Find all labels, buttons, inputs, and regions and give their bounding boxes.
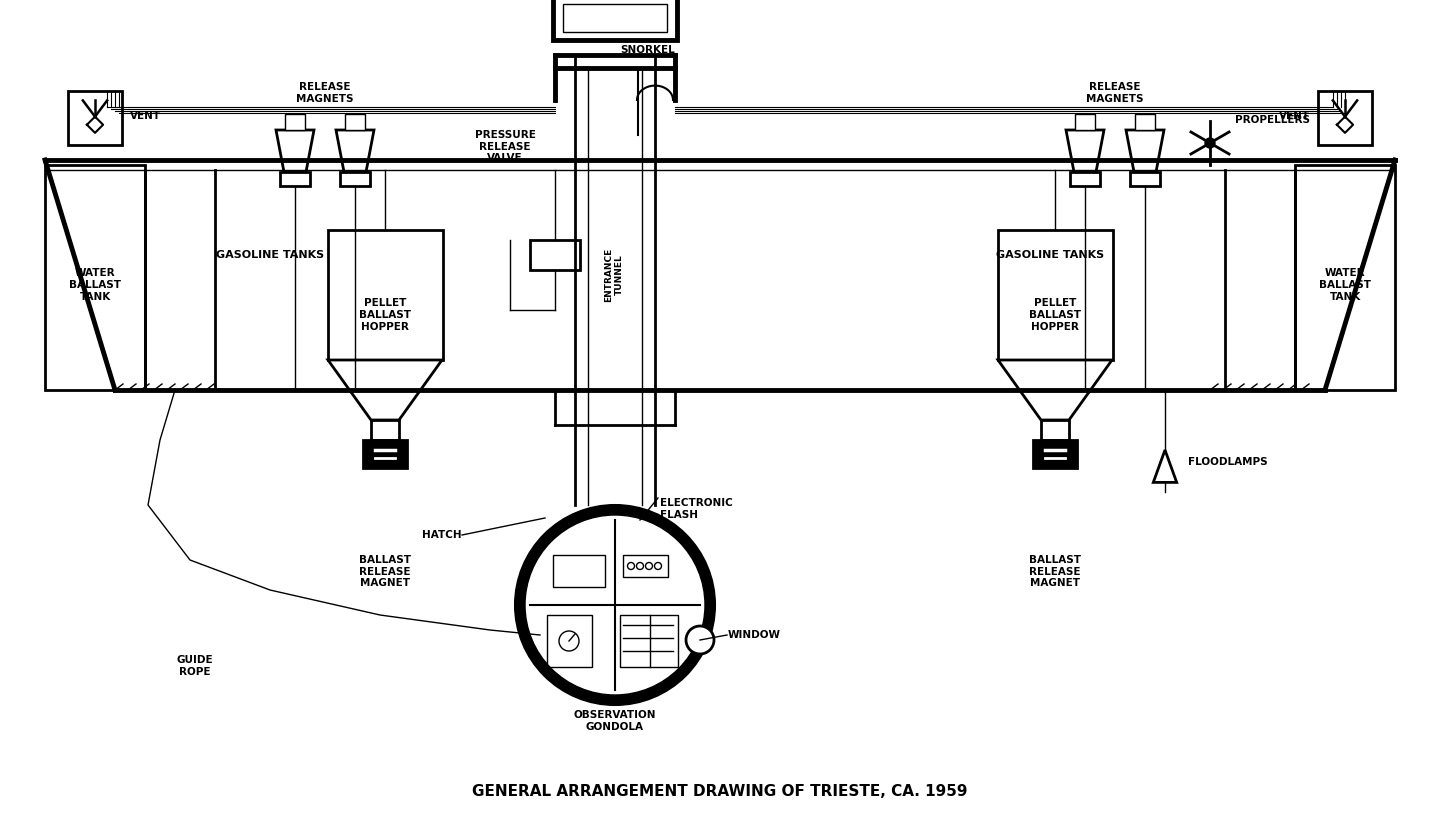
Polygon shape [1153,450,1176,482]
Bar [279,172,310,186]
Circle shape [1205,138,1215,148]
Text: GENERAL ARRANGEMENT DRAWING OF TRIESTE, CA. 1959: GENERAL ARRANGEMENT DRAWING OF TRIESTE, … [472,784,968,799]
Bar [621,615,678,667]
Text: PELLET
BALLAST
HOPPER: PELLET BALLAST HOPPER [359,298,410,332]
Bar [45,165,145,390]
Text: BALLAST
RELEASE
MAGNET: BALLAST RELEASE MAGNET [359,555,410,589]
Text: GASOLINE TANKS: GASOLINE TANKS [216,250,324,260]
Text: RELEASE
MAGNETS: RELEASE MAGNETS [1086,82,1143,104]
Bar [328,230,444,360]
Bar [68,91,122,145]
Bar [563,4,667,32]
Polygon shape [276,130,314,172]
Bar [530,240,580,270]
Bar [1041,420,1068,440]
Bar [1076,114,1094,130]
Bar [285,114,305,130]
Text: HATCH: HATCH [422,530,462,540]
Polygon shape [1066,130,1104,172]
Circle shape [685,626,714,654]
Bar [624,555,668,577]
Bar [1318,91,1372,145]
Bar [340,172,370,186]
Text: FLOODLAMPS: FLOODLAMPS [1188,457,1267,467]
Bar [547,615,592,667]
Circle shape [526,515,706,695]
Text: WATER
BALLAST
TANK: WATER BALLAST TANK [1319,268,1371,302]
Text: ELECTRONIC
FLASH: ELECTRONIC FLASH [660,498,733,520]
Bar [553,555,605,587]
Bar [553,0,677,40]
Text: BALLAST
RELEASE
MAGNET: BALLAST RELEASE MAGNET [1030,555,1081,589]
Polygon shape [336,130,374,172]
Circle shape [516,505,716,705]
Text: VENT: VENT [1279,111,1310,121]
Bar [363,440,408,468]
Text: VENT: VENT [130,111,161,121]
Text: RELEASE
MAGNETS: RELEASE MAGNETS [297,82,354,104]
Polygon shape [328,360,442,420]
Bar [1070,172,1100,186]
Text: PRESSURE
RELEASE
VALVE: PRESSURE RELEASE VALVE [475,130,536,163]
Text: GASOLINE TANKS: GASOLINE TANKS [996,250,1104,260]
Polygon shape [1126,130,1164,172]
Bar [372,420,399,440]
Polygon shape [998,360,1112,420]
Text: WINDOW: WINDOW [729,630,780,640]
Bar [1295,165,1395,390]
Text: OBSERVATION
GONDOLA: OBSERVATION GONDOLA [573,710,657,732]
Text: WATER
BALLAST
TANK: WATER BALLAST TANK [69,268,121,302]
Text: PELLET
BALLAST
HOPPER: PELLET BALLAST HOPPER [1030,298,1081,332]
Text: SNORKEL: SNORKEL [621,45,675,55]
Text: ENTRANCE
TUNNEL: ENTRANCE TUNNEL [605,248,624,302]
Bar [998,230,1113,360]
Bar [1130,172,1161,186]
Bar [346,114,364,130]
Bar [1135,114,1155,130]
Bar [1032,440,1077,468]
Text: GUIDE
ROPE: GUIDE ROPE [177,655,213,676]
Text: PROPELLERS: PROPELLERS [1236,115,1310,125]
